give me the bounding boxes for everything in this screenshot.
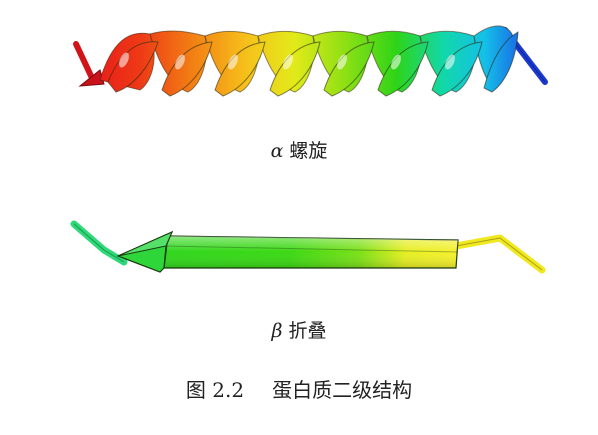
figure-number: 图 2.2 bbox=[185, 378, 245, 402]
alpha-helix-label: 螺旋 bbox=[289, 140, 328, 162]
figure-title: 蛋白质二级结构 bbox=[272, 378, 413, 402]
beta-strand-drawing bbox=[70, 220, 546, 274]
beta-sheet-caption: β 折叠 bbox=[0, 316, 598, 343]
figure-caption: 图 2.2 蛋白质二级结构 bbox=[0, 374, 598, 403]
beta-symbol: β bbox=[271, 320, 283, 342]
alpha-helix-caption: α 螺旋 bbox=[0, 136, 598, 163]
beta-sheet-label: 折叠 bbox=[288, 320, 327, 342]
protein-illustration bbox=[70, 25, 548, 274]
alpha-symbol: α bbox=[270, 140, 284, 162]
alpha-helix-drawing bbox=[73, 25, 548, 97]
